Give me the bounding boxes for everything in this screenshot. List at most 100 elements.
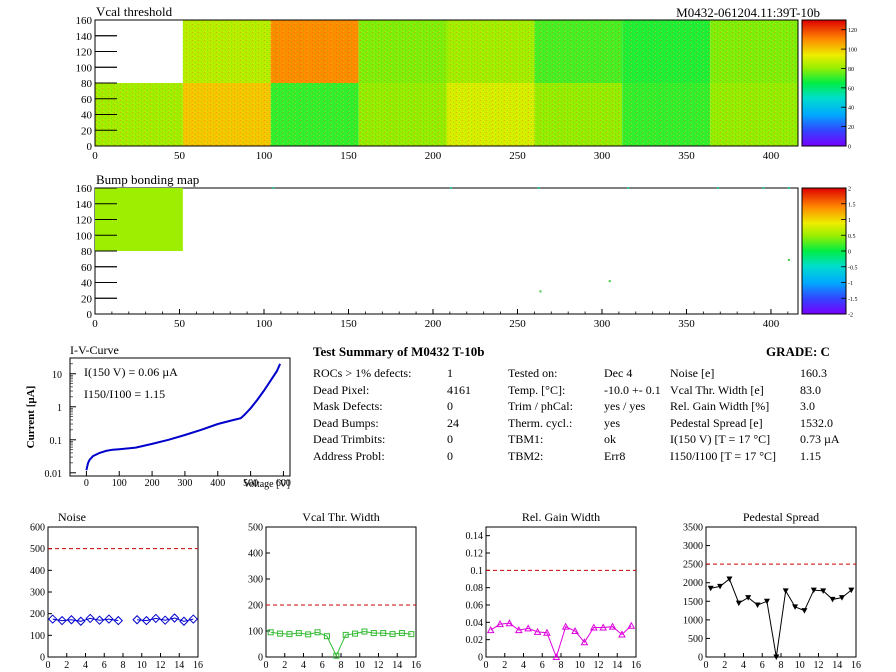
run-tag: M0432-061204.11:39T-10b (676, 5, 820, 20)
x-tick-label: 8 (339, 660, 344, 671)
y-tick-label: 3000 (683, 541, 703, 552)
data-point (505, 619, 514, 627)
x-tick-label: 0 (92, 150, 98, 162)
y-tick-label: 60 (81, 94, 93, 106)
dead-bump (449, 187, 452, 189)
roc-noise (622, 83, 711, 146)
roc-chart-vcal-thr-width: Vcal Thr. Width 0 2 4 6 8 10 12 14 16 0 100 200 300 40… (248, 510, 421, 671)
summary-label: Therm. cycl.: (508, 415, 573, 430)
data-point (179, 616, 189, 626)
y-tick-label: 0 (40, 653, 45, 664)
data-point (132, 615, 142, 625)
data-point (552, 652, 561, 660)
x-tick-label: 250 (509, 150, 526, 162)
y-tick-label: 60 (81, 262, 93, 274)
data-point (717, 583, 724, 590)
y-tick-label: 140 (76, 31, 93, 43)
y-tick-label: 100 (248, 627, 263, 638)
y-tick-label: 400 (248, 549, 263, 560)
x-tick-label: 4 (521, 660, 526, 671)
x-tick-label: 400 (763, 150, 780, 162)
data-point (792, 604, 799, 610)
summary-value: 4161 (447, 382, 471, 397)
x-tick-label: 150 (340, 150, 357, 162)
summary-value: Err8 (604, 448, 626, 463)
data-point (599, 623, 608, 631)
heatmap-title: Vcal threshold (96, 4, 173, 19)
summary-value: yes (604, 415, 620, 430)
summary-label: Pedestal Spread [e] (670, 415, 763, 430)
summary-label: Noise [e] (670, 366, 715, 380)
x-tick-label: 500 (243, 478, 258, 489)
summary-label: Trim / phCal: (508, 399, 573, 413)
palette-tick-label: 1 (848, 218, 851, 224)
data-point (533, 627, 542, 635)
x-tick-label: 100 (256, 150, 273, 162)
dead-bump (537, 187, 540, 189)
data-point (627, 621, 636, 629)
y-tick-label: 0.04 (466, 618, 484, 629)
x-tick-label: 350 (678, 150, 695, 162)
roc-noise (182, 83, 271, 146)
data-point (543, 628, 551, 636)
data-point (486, 626, 495, 634)
x-tick-label: 12 (814, 660, 824, 671)
x-tick-label: 300 (177, 478, 192, 489)
summary-label: Temp. [°C]: (508, 382, 566, 397)
summary-label: Rel. Gain Width [%] (670, 399, 770, 413)
iv-title: I-V-Curve (70, 343, 119, 357)
y-tick-label: 0.01 (45, 469, 63, 480)
data-point (801, 608, 808, 614)
data-point (277, 630, 284, 637)
summary-value: 83.0 (800, 382, 821, 397)
x-tick-label: 200 (145, 478, 160, 489)
x-tick-label: 350 (678, 318, 695, 330)
y-tick-label: 1500 (683, 597, 703, 608)
y-tick-label: 500 (30, 544, 45, 555)
roc-noise (358, 20, 447, 83)
x-tick-label: 150 (340, 318, 357, 330)
y-tick-label: 2000 (683, 578, 703, 589)
y-tick-label: 0.14 (466, 531, 484, 542)
x-tick-label: 10 (355, 660, 365, 671)
data-point (352, 630, 359, 637)
iv-ylabel: Current [µA] (25, 386, 37, 449)
x-tick-label: 0 (704, 660, 709, 671)
x-tick-label: 6 (102, 660, 107, 671)
data-point (514, 626, 523, 634)
data-point (47, 614, 58, 624)
data-point (524, 624, 533, 632)
data-point (782, 588, 789, 594)
dead-bump (608, 280, 611, 283)
y-tick-label: 10 (52, 370, 62, 381)
y-tick-label: 0.06 (466, 601, 484, 612)
x-tick-label: 16 (193, 660, 203, 671)
y-tick-label: 400 (30, 566, 45, 577)
roc-noise (710, 20, 798, 83)
summary-value: 1.15 (800, 448, 821, 463)
data-point (726, 576, 733, 582)
data-point (707, 585, 714, 592)
data-point (829, 596, 836, 603)
x-tick-label: 200 (425, 150, 442, 162)
y-tick-label: 3500 (683, 523, 703, 534)
y-tick-label: 2500 (683, 560, 703, 571)
chart-title: Noise (58, 510, 86, 524)
y-tick-label: 0.1 (50, 436, 63, 447)
data-point (773, 654, 780, 660)
heatmap-title: Bump bonding map (96, 172, 199, 187)
x-tick-label: 8 (779, 660, 784, 671)
palette-tick-label: 0 (848, 250, 851, 256)
x-tick-label: 300 (594, 150, 611, 162)
roc-noise (446, 83, 535, 146)
x-tick-label: 0 (92, 318, 98, 330)
x-tick-label: 2 (64, 660, 69, 671)
plot-frame (94, 187, 799, 315)
y-tick-label: 200 (248, 601, 263, 612)
y-tick-label: 500 (248, 523, 263, 534)
summary-value: 3.0 (800, 399, 815, 413)
x-tick-label: 6 (320, 660, 325, 671)
data-point (496, 620, 504, 628)
